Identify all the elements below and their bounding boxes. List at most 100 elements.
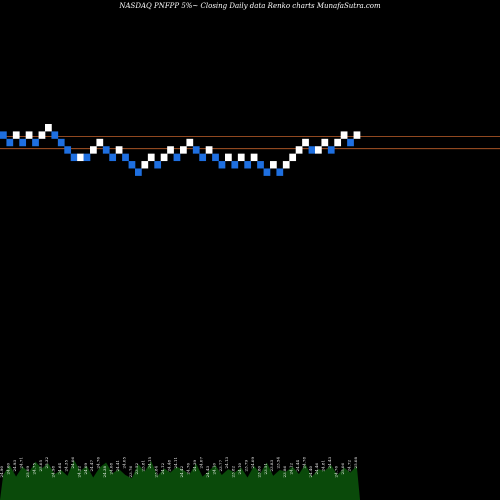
renko-brick: [173, 153, 181, 162]
tick-label: 24.75: [31, 463, 36, 475]
tick-label: 25.32: [44, 457, 49, 469]
tick-label: 24.47: [89, 460, 94, 472]
renko-brick: [141, 161, 149, 169]
tick-label: 24.98: [51, 466, 56, 478]
renko-brick: [180, 146, 187, 154]
renko-brick: [19, 138, 27, 147]
renko-brick: [90, 146, 97, 154]
tick-label: 24.10: [237, 463, 242, 475]
renko-brick: [327, 146, 335, 154]
renko-brick: [32, 138, 39, 147]
tick-label: 23.79: [244, 460, 249, 472]
tick-label: 24.81: [321, 460, 326, 471]
tick-label: 23.81: [141, 460, 146, 471]
volume-area-path: [0, 460, 360, 500]
renko-brick: [77, 153, 84, 162]
renko-brick: [12, 131, 20, 139]
renko-brick: [192, 146, 200, 154]
renko-brick: [109, 153, 117, 162]
renko-brick: [315, 146, 322, 154]
tick-label: 23.54: [276, 457, 281, 469]
tick-label: 24.22: [76, 466, 81, 478]
tick-label: 23.80: [256, 466, 261, 478]
renko-brick: [102, 146, 110, 154]
tick-label: 24.78: [301, 457, 306, 469]
renko-brick: [334, 138, 342, 147]
tick-label: 25.08: [353, 457, 358, 469]
renko-brick: [83, 153, 91, 162]
tick-label: 23.83: [269, 460, 274, 472]
renko-brick: [128, 161, 136, 169]
renko-brick: [225, 153, 232, 162]
renko-brick: [257, 161, 264, 169]
tick-label: 24.72: [346, 460, 351, 472]
tick-label: 24.13: [224, 457, 229, 469]
renko-brick: [302, 138, 309, 147]
renko-brick: [263, 168, 271, 176]
renko-brick: [6, 138, 14, 147]
tick-label: 23.77: [218, 460, 223, 472]
tick-label: 23.84: [154, 466, 159, 478]
renko-brick: [186, 138, 194, 147]
renko-brick: [212, 153, 219, 162]
renko-brick: [167, 146, 174, 154]
renko-brick: [70, 153, 78, 162]
tick-label: 24.39: [192, 460, 197, 472]
tick-label: 23.82: [231, 466, 236, 478]
tick-label: 24.10: [211, 463, 216, 475]
tick-label: 24.40: [308, 466, 313, 478]
tick-label: 24.43: [205, 466, 210, 478]
tick-label: 24.46: [314, 463, 319, 475]
renko-brick: [147, 153, 155, 162]
renko-brick: [115, 146, 123, 154]
renko-brick: [38, 131, 46, 139]
renko-brick: [340, 131, 348, 139]
tick-label: 24.76: [96, 457, 101, 469]
tick-label: 24.38: [102, 466, 107, 478]
tick-label: 24.44: [295, 460, 300, 472]
tick-label: 25.06: [340, 463, 345, 475]
renko-brick: [295, 146, 303, 154]
renko-brick: [282, 161, 290, 169]
renko-brick: [64, 146, 72, 154]
renko-brick: [237, 153, 245, 162]
tick-label: 25.09: [25, 466, 30, 478]
renko-brick: [205, 146, 213, 154]
renko-brick: [353, 131, 361, 139]
tick-label: 24.76: [334, 466, 339, 478]
renko-brick: [244, 161, 252, 169]
renko-brick: [308, 146, 316, 154]
renko-brick: [289, 153, 297, 162]
tick-label: 25.05: [38, 460, 43, 472]
tick-label: 24.64: [57, 463, 62, 475]
tick-label: 23.51: [263, 463, 268, 474]
tick-label: 24.07: [199, 457, 204, 469]
renko-brick: [135, 168, 142, 176]
tick-label: 24.12: [289, 463, 294, 475]
tick-label: 23.76: [128, 466, 133, 478]
tick-label: 23.86: [282, 466, 287, 478]
renko-brick: [321, 138, 329, 147]
renko-brick: [154, 161, 162, 169]
tick-label: 24.09: [250, 457, 255, 469]
tick-label: 23.52: [134, 463, 139, 475]
tick-label: 24.11: [173, 457, 178, 468]
renko-brick: [25, 131, 33, 139]
renko-brick: [51, 131, 59, 139]
renko-brick: [0, 131, 7, 139]
tick-label: 24.35: [64, 460, 69, 472]
tick-label: 24.71: [19, 457, 24, 468]
tick-label: 24.09: [83, 463, 88, 475]
renko-brick: [199, 153, 207, 162]
tick-label: 24.43: [327, 457, 332, 469]
renko-brick: [276, 168, 284, 176]
renko-brick: [45, 124, 52, 132]
level-lines: [0, 135, 500, 150]
tick-label: 24.41: [115, 460, 120, 471]
tick-label: 24.15: [147, 457, 152, 469]
tick-label: 24.90: [0, 466, 4, 478]
tick-label: 24.06: [70, 457, 75, 469]
